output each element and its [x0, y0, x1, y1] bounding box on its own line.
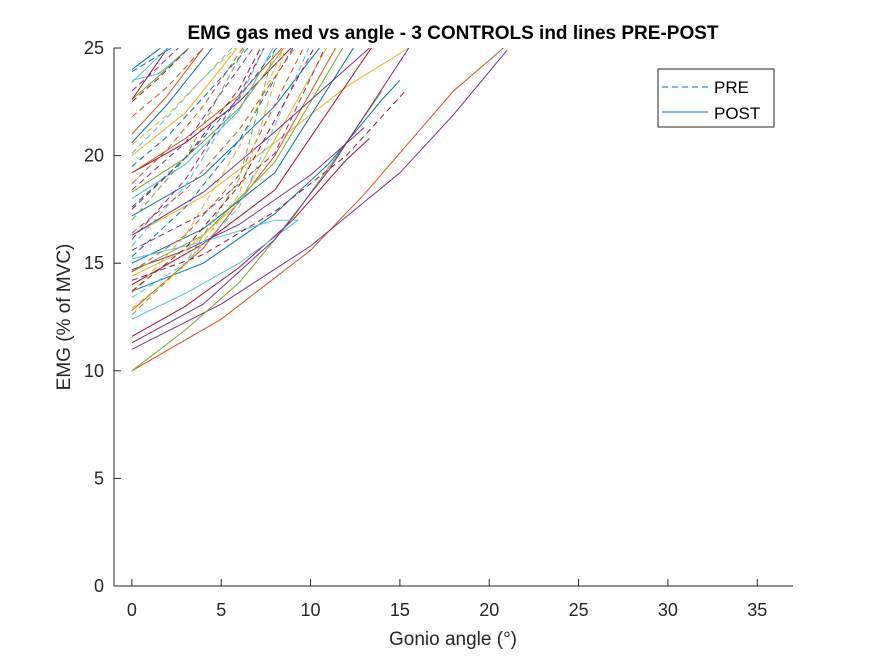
post-series-line-11	[131, 48, 344, 273]
post-series-line-17	[131, 48, 190, 81]
post-series-line-27	[131, 48, 285, 193]
pre-series-line-43	[131, 48, 190, 103]
post-series-line-24	[131, 48, 370, 236]
legend-label-post: POST	[714, 104, 760, 123]
legend-label-pre: PRE	[714, 78, 749, 97]
y-tick-label: 20	[84, 146, 104, 166]
pre-series-line-36	[131, 48, 254, 191]
post-series-line-5	[131, 219, 299, 320]
pre-series-line-47	[131, 48, 286, 309]
y-tick-label: 25	[84, 38, 104, 58]
post-series-line-23	[131, 48, 354, 264]
legend-box	[657, 68, 775, 128]
axes-layer: 0 5 10 15 20 25 30 35 0 5 10 15 20 25	[84, 38, 793, 620]
post-series-line-9	[131, 48, 337, 311]
pre-series-line-48	[131, 48, 310, 299]
legend: PRE POST	[657, 68, 775, 128]
pre-series-line-45	[131, 48, 172, 73]
y-tick-label: 5	[94, 468, 104, 488]
post-series-line-15	[131, 48, 213, 144]
post-series-line-25	[131, 219, 298, 260]
post-series-line-26	[131, 48, 372, 286]
pre-series-line-51	[131, 48, 277, 208]
x-tick-label: 30	[658, 600, 678, 620]
post-series-line-12	[131, 48, 292, 174]
x-tick-label: 15	[390, 600, 410, 620]
pre-series-line-34	[131, 48, 265, 247]
x-tick-label: 25	[569, 600, 589, 620]
pre-series-line-49	[131, 48, 295, 234]
pre-series-line-40	[131, 48, 236, 146]
post-series-line-20	[131, 48, 161, 70]
post-series-line-16	[131, 48, 204, 135]
pre-series-line-39	[131, 48, 249, 167]
chart-title: EMG gas med vs angle - 3 CONTROLS ind li…	[187, 23, 718, 44]
pre-series-line-42	[131, 48, 204, 118]
pre-series-line-29	[131, 90, 406, 281]
pre-series-line-32	[131, 48, 294, 258]
pre-series-line-35	[131, 48, 261, 210]
pre-series-line-41	[131, 48, 233, 154]
pre-series-line-46	[131, 48, 276, 316]
y-axis-label: EMG (% of MVC)	[54, 244, 75, 391]
pre-series-line-44	[131, 48, 179, 92]
post-series-line-4	[131, 79, 401, 292]
post-series-line-28	[131, 48, 283, 174]
pre-series-line-30	[131, 48, 326, 251]
pre-series-line-52	[131, 48, 265, 240]
post-series-line-10	[131, 48, 320, 217]
pre-series-line-50	[131, 48, 315, 292]
x-tick-label: 0	[127, 600, 137, 620]
pre-series-line-31	[131, 48, 304, 273]
post-series-line-14	[131, 48, 238, 156]
x-tick-label: 20	[479, 600, 499, 620]
post-series-line-7	[131, 127, 365, 271]
post-series-line-6	[131, 48, 410, 236]
x-tick-label: 5	[216, 600, 226, 620]
y-tick-label: 10	[84, 361, 104, 381]
y-tick-label: 0	[94, 576, 104, 596]
x-axis-label: Gonio angle (°)	[389, 629, 517, 650]
x-tick-label: 35	[747, 600, 767, 620]
post-series-line-19	[131, 48, 169, 100]
post-series-line-8	[131, 48, 410, 344]
pre-series-line-33	[131, 48, 285, 294]
post-series-line-22	[131, 48, 328, 277]
y-tick-label: 15	[84, 253, 104, 273]
pre-series-line-38	[131, 48, 244, 184]
post-series-line-0	[131, 48, 504, 372]
x-tick-label: 10	[301, 600, 321, 620]
series-layer	[131, 48, 508, 372]
